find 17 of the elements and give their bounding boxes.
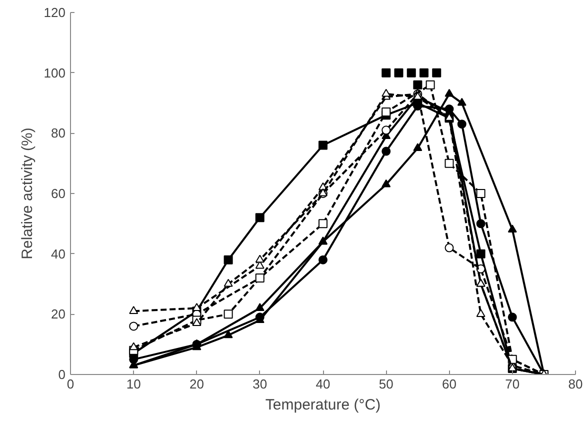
x-tick-label: 50 [378,376,394,392]
y-tick-label: 120 [44,5,66,20]
y-tick-label: 80 [51,126,66,141]
y-tick-label: 0 [58,367,66,382]
x-tick-label: 10 [126,376,141,392]
x-tick-label: 70 [505,376,520,392]
y-tick-label: 20 [51,306,66,322]
x-tick-label: 80 [568,376,583,392]
x-axis-title: Temperature (°C) [265,396,381,414]
y-tick-label: 60 [51,186,66,201]
y-axis-title: Relative activity (%) [18,128,36,260]
x-tick-label: 40 [316,376,330,392]
x-tick-label: 20 [190,376,204,392]
y-tick-label: 100 [44,65,66,80]
x-tick-label: 60 [442,376,456,392]
y-tick-label: 40 [51,246,66,262]
x-tick-label: 30 [252,376,268,392]
